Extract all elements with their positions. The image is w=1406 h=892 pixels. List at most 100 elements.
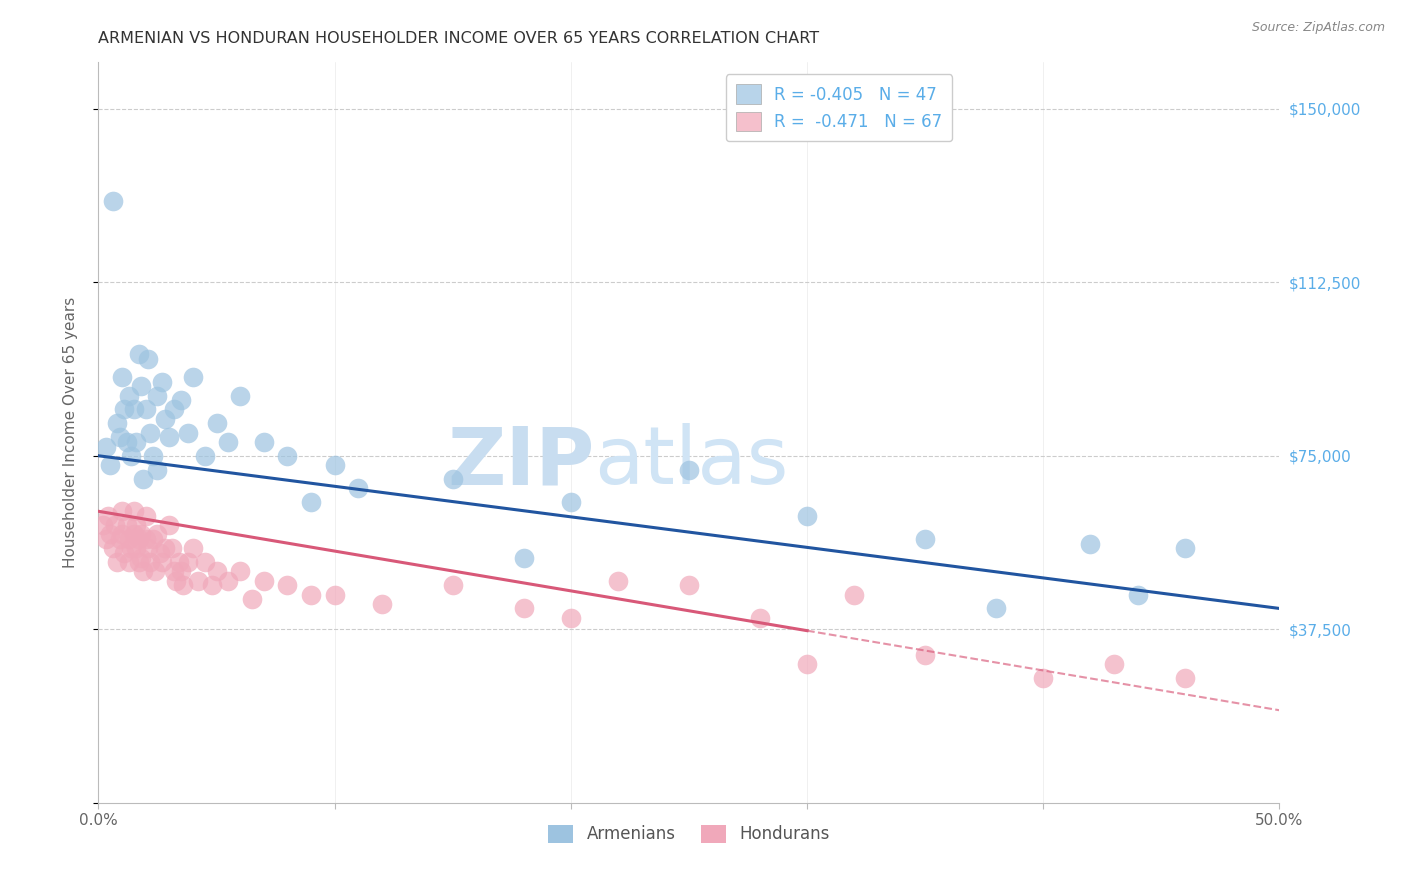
Point — [129, 527, 152, 541]
Point — [240, 592, 263, 607]
Point — [98, 527, 121, 541]
Point — [299, 588, 322, 602]
Point — [163, 402, 186, 417]
Point — [323, 458, 346, 472]
Point — [150, 555, 173, 569]
Text: Source: ZipAtlas.com: Source: ZipAtlas.com — [1251, 21, 1385, 34]
Point — [160, 541, 183, 556]
Point — [94, 532, 117, 546]
Point — [441, 578, 464, 592]
Point — [194, 555, 217, 569]
Point — [560, 610, 582, 624]
Point — [371, 597, 394, 611]
Point — [217, 434, 239, 449]
Point — [94, 440, 117, 454]
Text: atlas: atlas — [595, 423, 789, 501]
Point — [98, 458, 121, 472]
Point — [111, 527, 134, 541]
Point — [1174, 541, 1197, 556]
Point — [139, 555, 162, 569]
Point — [253, 574, 276, 588]
Point — [128, 555, 150, 569]
Point — [108, 430, 131, 444]
Point — [914, 532, 936, 546]
Point — [135, 402, 157, 417]
Point — [135, 508, 157, 523]
Point — [118, 555, 141, 569]
Point — [172, 578, 194, 592]
Point — [560, 495, 582, 509]
Point — [139, 425, 162, 440]
Point — [163, 565, 186, 579]
Point — [104, 518, 127, 533]
Point — [132, 472, 155, 486]
Point — [146, 462, 169, 476]
Point — [194, 449, 217, 463]
Point — [276, 578, 298, 592]
Point — [165, 574, 187, 588]
Point — [136, 541, 159, 556]
Point — [1174, 671, 1197, 685]
Point — [796, 508, 818, 523]
Point — [91, 518, 114, 533]
Point — [118, 532, 141, 546]
Point — [150, 375, 173, 389]
Point — [1032, 671, 1054, 685]
Point — [142, 449, 165, 463]
Point — [122, 504, 145, 518]
Point — [229, 388, 252, 402]
Point — [101, 194, 124, 209]
Point — [108, 532, 131, 546]
Point — [678, 578, 700, 592]
Point — [299, 495, 322, 509]
Point — [153, 541, 176, 556]
Point — [187, 574, 209, 588]
Text: ZIP: ZIP — [447, 423, 595, 501]
Point — [914, 648, 936, 662]
Point — [512, 550, 534, 565]
Point — [441, 472, 464, 486]
Point — [115, 518, 138, 533]
Text: ARMENIAN VS HONDURAN HOUSEHOLDER INCOME OVER 65 YEARS CORRELATION CHART: ARMENIAN VS HONDURAN HOUSEHOLDER INCOME … — [98, 31, 820, 46]
Point — [157, 430, 180, 444]
Point — [170, 393, 193, 408]
Point — [118, 388, 141, 402]
Point — [1102, 657, 1125, 671]
Point — [121, 449, 143, 463]
Point — [97, 508, 120, 523]
Point — [128, 347, 150, 361]
Point — [125, 518, 148, 533]
Point — [844, 588, 866, 602]
Point — [115, 434, 138, 449]
Point — [181, 370, 204, 384]
Point — [347, 481, 370, 495]
Point — [125, 541, 148, 556]
Point — [205, 565, 228, 579]
Point — [142, 532, 165, 546]
Point — [112, 546, 135, 560]
Point — [122, 402, 145, 417]
Point — [146, 527, 169, 541]
Point — [1126, 588, 1149, 602]
Point — [143, 565, 166, 579]
Point — [205, 417, 228, 431]
Point — [796, 657, 818, 671]
Point — [112, 402, 135, 417]
Point — [170, 565, 193, 579]
Point — [177, 425, 200, 440]
Point — [678, 462, 700, 476]
Point — [136, 351, 159, 366]
Point — [105, 417, 128, 431]
Point — [177, 555, 200, 569]
Point — [217, 574, 239, 588]
Point — [135, 532, 157, 546]
Point — [167, 555, 190, 569]
Point — [122, 527, 145, 541]
Point — [146, 388, 169, 402]
Point — [111, 504, 134, 518]
Point — [201, 578, 224, 592]
Point — [607, 574, 630, 588]
Point — [129, 550, 152, 565]
Y-axis label: Householder Income Over 65 years: Householder Income Over 65 years — [63, 297, 77, 568]
Point — [111, 370, 134, 384]
